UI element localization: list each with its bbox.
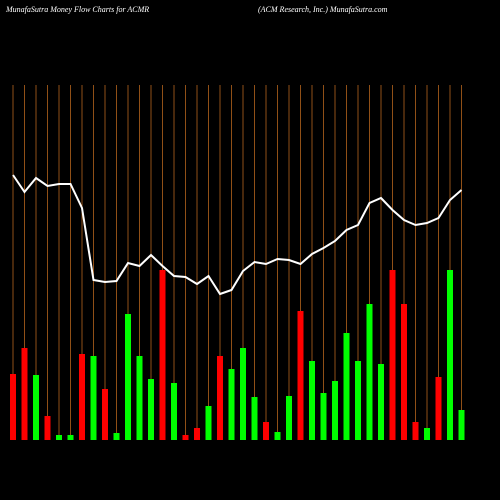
bar: [228, 369, 235, 440]
bar: [274, 432, 281, 440]
bar: [171, 383, 177, 440]
bar: [56, 435, 62, 440]
bar: [355, 361, 361, 440]
bar: [320, 393, 327, 440]
bar: [458, 410, 465, 440]
bar: [125, 314, 131, 440]
bar: [251, 397, 258, 440]
chart-title: MunafaSutra Money Flow Charts for ACMR: [5, 5, 149, 14]
bar: [10, 374, 16, 440]
bar: [33, 375, 39, 440]
bar: [412, 422, 419, 440]
bar: [148, 379, 154, 440]
bar: [90, 356, 97, 440]
bar: [44, 416, 51, 440]
bar: [389, 270, 396, 440]
bar: [240, 348, 246, 440]
bar: [435, 377, 442, 440]
bar: [263, 422, 269, 440]
bar: [366, 304, 373, 440]
bar: [217, 356, 223, 440]
bar: [447, 270, 453, 440]
bar: [286, 396, 292, 440]
bar: [67, 435, 74, 440]
bar: [309, 361, 315, 440]
bar: [113, 433, 120, 440]
money-flow-line: [12, 174, 463, 296]
bar: [401, 304, 407, 440]
bar: [136, 356, 143, 440]
bar: [159, 270, 166, 440]
bar: [102, 389, 108, 440]
bar: [424, 428, 430, 440]
bar: [378, 364, 384, 440]
chart-subtitle: (ACM Research, Inc.) MunafaSutra.com: [258, 5, 388, 14]
bar: [343, 333, 350, 440]
bar: [205, 406, 212, 440]
bar: [332, 381, 338, 440]
bar: [21, 348, 28, 440]
bar: [182, 435, 189, 440]
bar: [194, 428, 200, 440]
bar: [297, 311, 304, 440]
bar: [79, 354, 85, 440]
